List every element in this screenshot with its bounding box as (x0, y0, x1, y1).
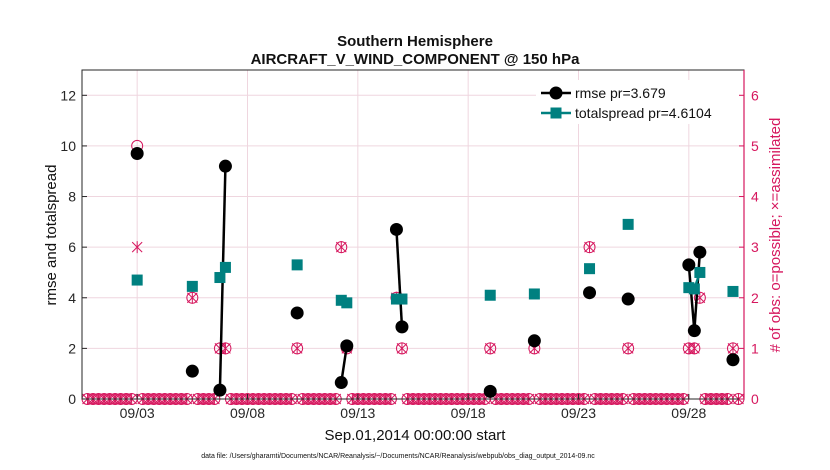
rmse-point (290, 306, 304, 320)
x-tick-label: 09/18 (451, 405, 486, 421)
rmse-point (527, 334, 541, 348)
x-tick-label: 09/03 (120, 405, 155, 421)
totalspread-point (335, 294, 347, 306)
y2-tick-label: 5 (751, 138, 759, 154)
y2-tick-label: 3 (751, 239, 759, 255)
totalspread-point (484, 289, 496, 301)
legend-spread-label: totalspread pr=4.6104 (575, 105, 712, 121)
totalspread-point (291, 259, 303, 271)
totalspread-point (688, 283, 700, 295)
legend-rmse-label: rmse pr=3.679 (575, 85, 666, 101)
obs-assimilated-marker (622, 342, 634, 355)
y2-tick-label: 0 (751, 391, 759, 407)
y2-tick-label: 4 (751, 189, 759, 205)
totalspread-point (186, 280, 198, 292)
data-file-footer: data file: /Users/gharamti/Documents/NCA… (201, 453, 595, 460)
y-tick-label: 8 (68, 189, 76, 205)
obs-assimilated-marker (291, 342, 303, 355)
obs-assimilated-marker (484, 342, 496, 355)
y-tick-label: 6 (68, 239, 76, 255)
rmse-point (693, 245, 707, 259)
totalspread-point (214, 272, 226, 284)
totalspread-point (341, 297, 353, 309)
totalspread-point (694, 266, 706, 278)
rmse-point (682, 258, 696, 272)
x-tick-label: 09/28 (671, 405, 706, 421)
rmse-point (395, 320, 409, 334)
rmse-point (583, 286, 597, 300)
rmse-point (726, 353, 740, 367)
rmse-point (218, 159, 232, 173)
totalspread-point (219, 261, 231, 273)
totalspread-point (622, 218, 634, 230)
totalspread-point (727, 285, 739, 297)
obs-assimilated-marker (688, 342, 700, 355)
y-axis-label: rmse and totalspread (43, 165, 60, 306)
chart-subtitle: AIRCRAFT_V_WIND_COMPONENT @ 150 hPa (251, 51, 581, 68)
obs-assimilated-marker (584, 241, 595, 254)
rmse-point (483, 384, 497, 398)
rmse-point (185, 364, 199, 378)
rmse-point (213, 383, 227, 397)
x-tick-label: 09/23 (561, 405, 596, 421)
y2-tick-label: 6 (751, 87, 759, 103)
axes: 09/03 09/08 09/13 09/18 09/23 09/280246810120… (60, 70, 759, 421)
y2-tick-label: 2 (751, 290, 759, 306)
rmse-point (130, 147, 144, 161)
totalspread-point (584, 263, 596, 275)
rmse-point (334, 376, 348, 390)
y-tick-label: 0 (68, 391, 76, 407)
x-axis-label: Sep.01,2014 00:00:00 start (325, 427, 507, 444)
y2-tick-label: 1 (751, 340, 759, 356)
y-tick-label: 12 (60, 87, 76, 103)
totalspread-point (390, 293, 402, 305)
legend-box (536, 80, 739, 124)
obs-assimilated-marker (335, 241, 347, 254)
rmse-point (621, 292, 635, 306)
chart-title: Southern Hemisphere (337, 33, 493, 50)
obs-assimilated-marker (727, 342, 739, 355)
y-tick-label: 4 (68, 290, 76, 306)
obs-assimilated-marker (683, 342, 695, 355)
obs-assimilated-marker (186, 291, 198, 304)
x-tick-label: 09/13 (340, 405, 375, 421)
plot-area (82, 70, 744, 399)
x-tick-label: 09/08 (230, 405, 265, 421)
rmse-point (340, 339, 354, 353)
y-tick-label: 2 (68, 340, 76, 356)
obs-assimilated-marker (396, 342, 408, 355)
totalspread-point (528, 288, 540, 300)
y2-axis-label: # of obs: o=possible; ×=assimilated (767, 118, 784, 353)
totalspread-point (396, 293, 408, 305)
obs-assimilated-marker (131, 241, 143, 254)
totalspread-point (683, 282, 695, 294)
rmse-point (687, 324, 701, 338)
legend: rmse pr=3.679 totalspread pr=4.6104 (536, 80, 739, 124)
legend-rmse-marker (549, 86, 563, 100)
rmse-point (389, 222, 403, 236)
legend-spread-marker (550, 107, 562, 119)
y-tick-label: 10 (60, 138, 76, 154)
totalspread-point (131, 274, 143, 286)
rmse-line (395, 229, 404, 327)
